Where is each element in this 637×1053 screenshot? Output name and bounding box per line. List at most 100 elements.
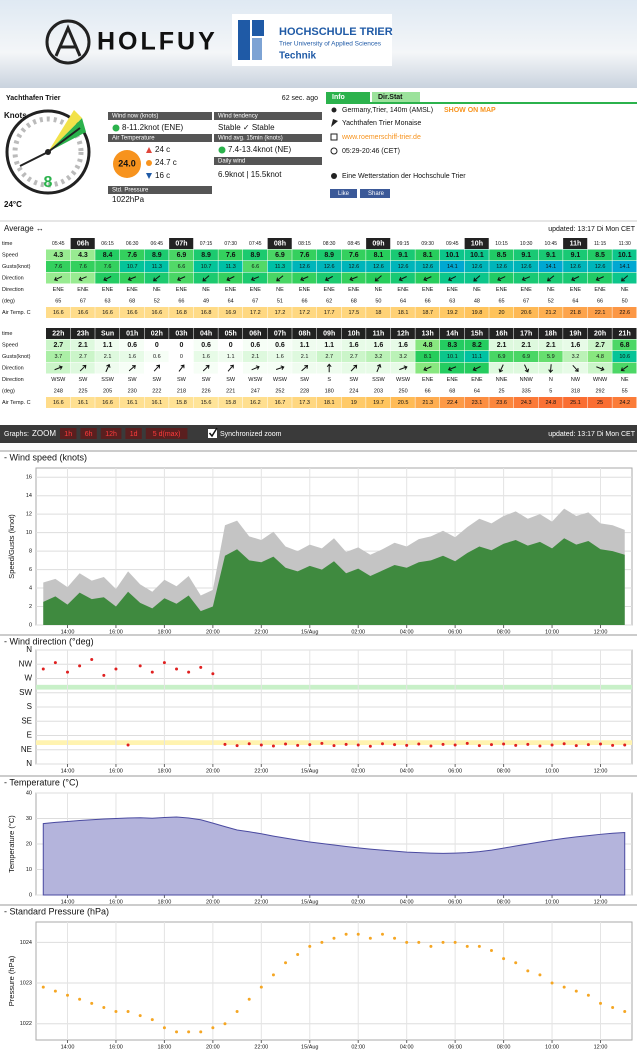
info-icon bbox=[331, 173, 337, 179]
time: 18h bbox=[545, 331, 557, 338]
point bbox=[599, 743, 602, 746]
y-tick-label: 12 bbox=[26, 512, 32, 518]
time: 11h bbox=[570, 241, 582, 248]
deg: 230 bbox=[128, 389, 137, 395]
point bbox=[429, 744, 432, 747]
gust: 0 bbox=[180, 354, 183, 360]
x-tick-label: 08:00 bbox=[497, 768, 511, 774]
gust: 11.3 bbox=[226, 264, 236, 270]
time: 01h bbox=[126, 331, 138, 338]
speed: 8.5 bbox=[497, 252, 507, 259]
gust: 5.9 bbox=[547, 354, 555, 360]
point bbox=[199, 1030, 202, 1033]
pressure: 1022hPa bbox=[112, 195, 145, 204]
y-tick-label: 0 bbox=[29, 622, 32, 628]
speed: 8.2 bbox=[472, 342, 482, 349]
row-label: Speed bbox=[2, 343, 18, 349]
share-label[interactable]: Share bbox=[368, 191, 385, 197]
direction: WSW bbox=[51, 377, 66, 383]
y-tick-label: 10 bbox=[26, 867, 32, 873]
gust: 12.6 bbox=[472, 264, 483, 270]
zoom-option[interactable]: 12h bbox=[105, 431, 117, 438]
like-label[interactable]: Like bbox=[338, 191, 350, 197]
time: 15h bbox=[471, 331, 483, 338]
temp: 15.8 bbox=[225, 400, 236, 406]
box-header-text: Wind avg. 15min (knots) bbox=[218, 136, 283, 142]
map-link[interactable]: SHOW ON MAP bbox=[444, 107, 496, 114]
speed: 1.1 bbox=[324, 342, 334, 349]
average-label[interactable]: Average ↔ bbox=[4, 224, 44, 233]
speed: 6.9 bbox=[275, 252, 285, 259]
row-label: Direction bbox=[2, 377, 24, 383]
deg: 335 bbox=[522, 389, 531, 395]
point bbox=[114, 1010, 117, 1013]
point bbox=[284, 961, 287, 964]
point bbox=[587, 743, 590, 746]
zoom-option[interactable]: 5 d(max) bbox=[153, 431, 181, 438]
tendency: Stable ✓ Stable bbox=[218, 123, 275, 132]
website[interactable]: www.roemerschiff-trier.de bbox=[341, 134, 421, 141]
gust: 1.1 bbox=[227, 354, 235, 360]
point bbox=[538, 973, 541, 976]
point bbox=[66, 671, 69, 674]
point bbox=[599, 1002, 602, 1005]
gust: 12.6 bbox=[570, 264, 581, 270]
direction: SW bbox=[177, 377, 187, 383]
point bbox=[611, 1006, 614, 1009]
school-block bbox=[252, 38, 262, 60]
direction: WSW bbox=[273, 377, 288, 383]
updated: updated: 13:17 Di Mon CET bbox=[548, 226, 635, 233]
temp: 21.3 bbox=[422, 400, 433, 406]
box-header-text: Wind tendency bbox=[218, 114, 258, 120]
row-label: Gusts(knot) bbox=[2, 354, 31, 360]
x-tick-label: 16:00 bbox=[109, 1044, 123, 1050]
deg: 66 bbox=[302, 299, 308, 305]
y-tick-label: 2 bbox=[29, 604, 32, 610]
gust: 12.6 bbox=[595, 264, 606, 270]
school-logo[interactable]: HOCHSCHULE TRIER Trier University of App… bbox=[232, 14, 393, 66]
temp: 19.7 bbox=[373, 400, 384, 406]
direction: NNE bbox=[496, 377, 508, 383]
point bbox=[139, 664, 142, 667]
point bbox=[502, 743, 505, 746]
point bbox=[345, 743, 348, 746]
time: 22h bbox=[52, 331, 64, 338]
zoom-option[interactable]: 1h bbox=[64, 431, 72, 438]
deg: 66 bbox=[425, 389, 431, 395]
speed: 8.9 bbox=[201, 252, 211, 259]
gust: 2.7 bbox=[350, 354, 358, 360]
gust: 7.6 bbox=[54, 264, 62, 270]
point bbox=[320, 941, 323, 944]
sync-label[interactable]: Synchronized zoom bbox=[220, 431, 282, 438]
speed: 7.6 bbox=[226, 252, 236, 259]
x-tick-label: 20:00 bbox=[206, 1044, 220, 1050]
point bbox=[551, 744, 554, 747]
zoom-option[interactable]: 6h bbox=[85, 431, 93, 438]
tab-label[interactable]: Dir.Stat bbox=[378, 94, 403, 101]
deg: 67 bbox=[523, 299, 529, 305]
temp-max: 24 c bbox=[155, 145, 170, 154]
location: Germany,Trier, 140m (AMSL) bbox=[342, 107, 433, 114]
direction: ENE bbox=[127, 287, 139, 293]
direction: ENE bbox=[250, 287, 262, 293]
speed: 2.7 bbox=[53, 342, 63, 349]
zoom-option[interactable]: 1d bbox=[130, 431, 138, 438]
point bbox=[175, 668, 178, 671]
x-tick-label: 06:00 bbox=[448, 768, 462, 774]
deg: 226 bbox=[201, 389, 210, 395]
point bbox=[454, 941, 457, 944]
gust: 12.6 bbox=[299, 264, 310, 270]
sun-times: 05:29-20:46 (CET) bbox=[342, 148, 400, 155]
time: 05h bbox=[225, 331, 237, 338]
gust: 10.7 bbox=[127, 264, 138, 270]
point bbox=[175, 1030, 178, 1033]
gust: 10.1 bbox=[447, 354, 458, 360]
speed: 1.1 bbox=[103, 342, 113, 349]
deg: 68 bbox=[129, 299, 135, 305]
tab-label[interactable]: Info bbox=[332, 94, 345, 101]
point bbox=[369, 745, 372, 748]
speed: 9.1 bbox=[521, 252, 531, 259]
direction: ENE bbox=[77, 287, 89, 293]
speed: 1.6 bbox=[349, 342, 359, 349]
box-header-text: Air Temperature bbox=[112, 136, 155, 142]
